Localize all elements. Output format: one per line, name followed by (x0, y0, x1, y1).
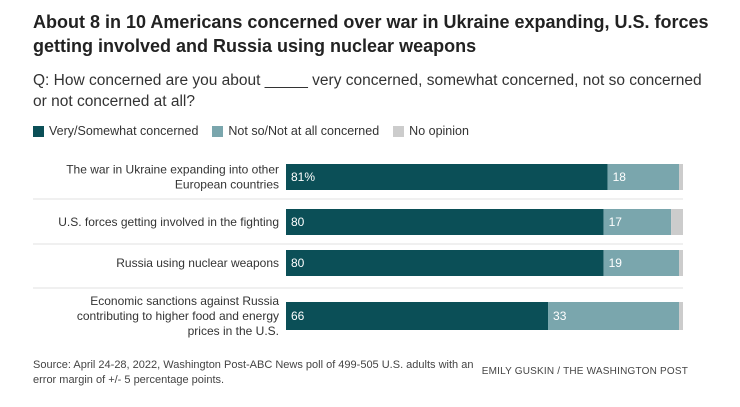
bar-segment-no-opinion (679, 250, 683, 276)
bar-value-label: 19 (609, 256, 623, 270)
legend-label-not-so: Not so/Not at all concerned (228, 124, 380, 138)
bar-value-label: 33 (553, 309, 567, 323)
category-label: European countries (175, 178, 279, 192)
bar-segment-very-somewhat-concerned (286, 164, 608, 190)
bar-value-label: 66 (291, 309, 305, 323)
bar-segment-not-so-not-at-all-concerned (607, 164, 680, 190)
category-label: The war in Ukraine expanding into other (66, 163, 279, 177)
legend-swatch-no-opinion (393, 125, 405, 137)
bar-segment-no-opinion (679, 164, 683, 190)
bar-segment-very-somewhat-concerned (286, 250, 604, 276)
source-note: Source: April 24-28, 2022, Washington Po… (33, 359, 474, 386)
legend-label-no-opinion: No opinion (409, 124, 469, 138)
legend: Very/Somewhat concerned Not so/Not at al… (33, 124, 483, 138)
legend-swatch-very-somewhat (33, 125, 44, 137)
bar-value-label: 17 (609, 215, 623, 229)
bar-value-label: 80 (291, 256, 305, 270)
category-label: U.S. forces getting involved in the figh… (58, 215, 279, 229)
legend-swatch-not-so (212, 125, 224, 137)
legend-label-very-somewhat: Very/Somewhat concerned (49, 124, 199, 138)
legend-item-no-opinion: No opinion (393, 124, 469, 138)
category-label: Economic sanctions against Russia (90, 294, 279, 308)
bar-segment-no-opinion (671, 209, 683, 235)
bar-segment-not-so-not-at-all-concerned (603, 250, 680, 276)
bar-value-label: 80 (291, 215, 305, 229)
credit-line: EMILY GUSKIN / THE WASHINGTON POST (481, 366, 688, 377)
legend-item-very-somewhat: Very/Somewhat concerned (33, 124, 198, 138)
chart-question: Q: How concerned are you about _____ ver… (33, 72, 702, 110)
bar-segment-not-so-not-at-all-concerned (548, 302, 680, 330)
bar-segment-very-somewhat-concerned (286, 302, 549, 330)
bar-segment-no-opinion (679, 302, 683, 330)
bar-value-label: 81% (291, 170, 315, 184)
bar-segment-not-so-not-at-all-concerned (603, 209, 672, 235)
chart-title: About 8 in 10 Americans concerned over w… (33, 12, 709, 56)
category-label: prices in the U.S. (188, 324, 279, 338)
stacked-bar-chart: The war in Ukraine expanding into otherE… (33, 163, 683, 338)
category-label: contributing to higher food and energy (77, 309, 279, 323)
bar-segment-very-somewhat-concerned (286, 209, 604, 235)
bar-value-label: 18 (613, 170, 627, 184)
legend-item-not-so: Not so/Not at all concerned (212, 124, 379, 138)
category-label: Russia using nuclear weapons (116, 256, 279, 270)
